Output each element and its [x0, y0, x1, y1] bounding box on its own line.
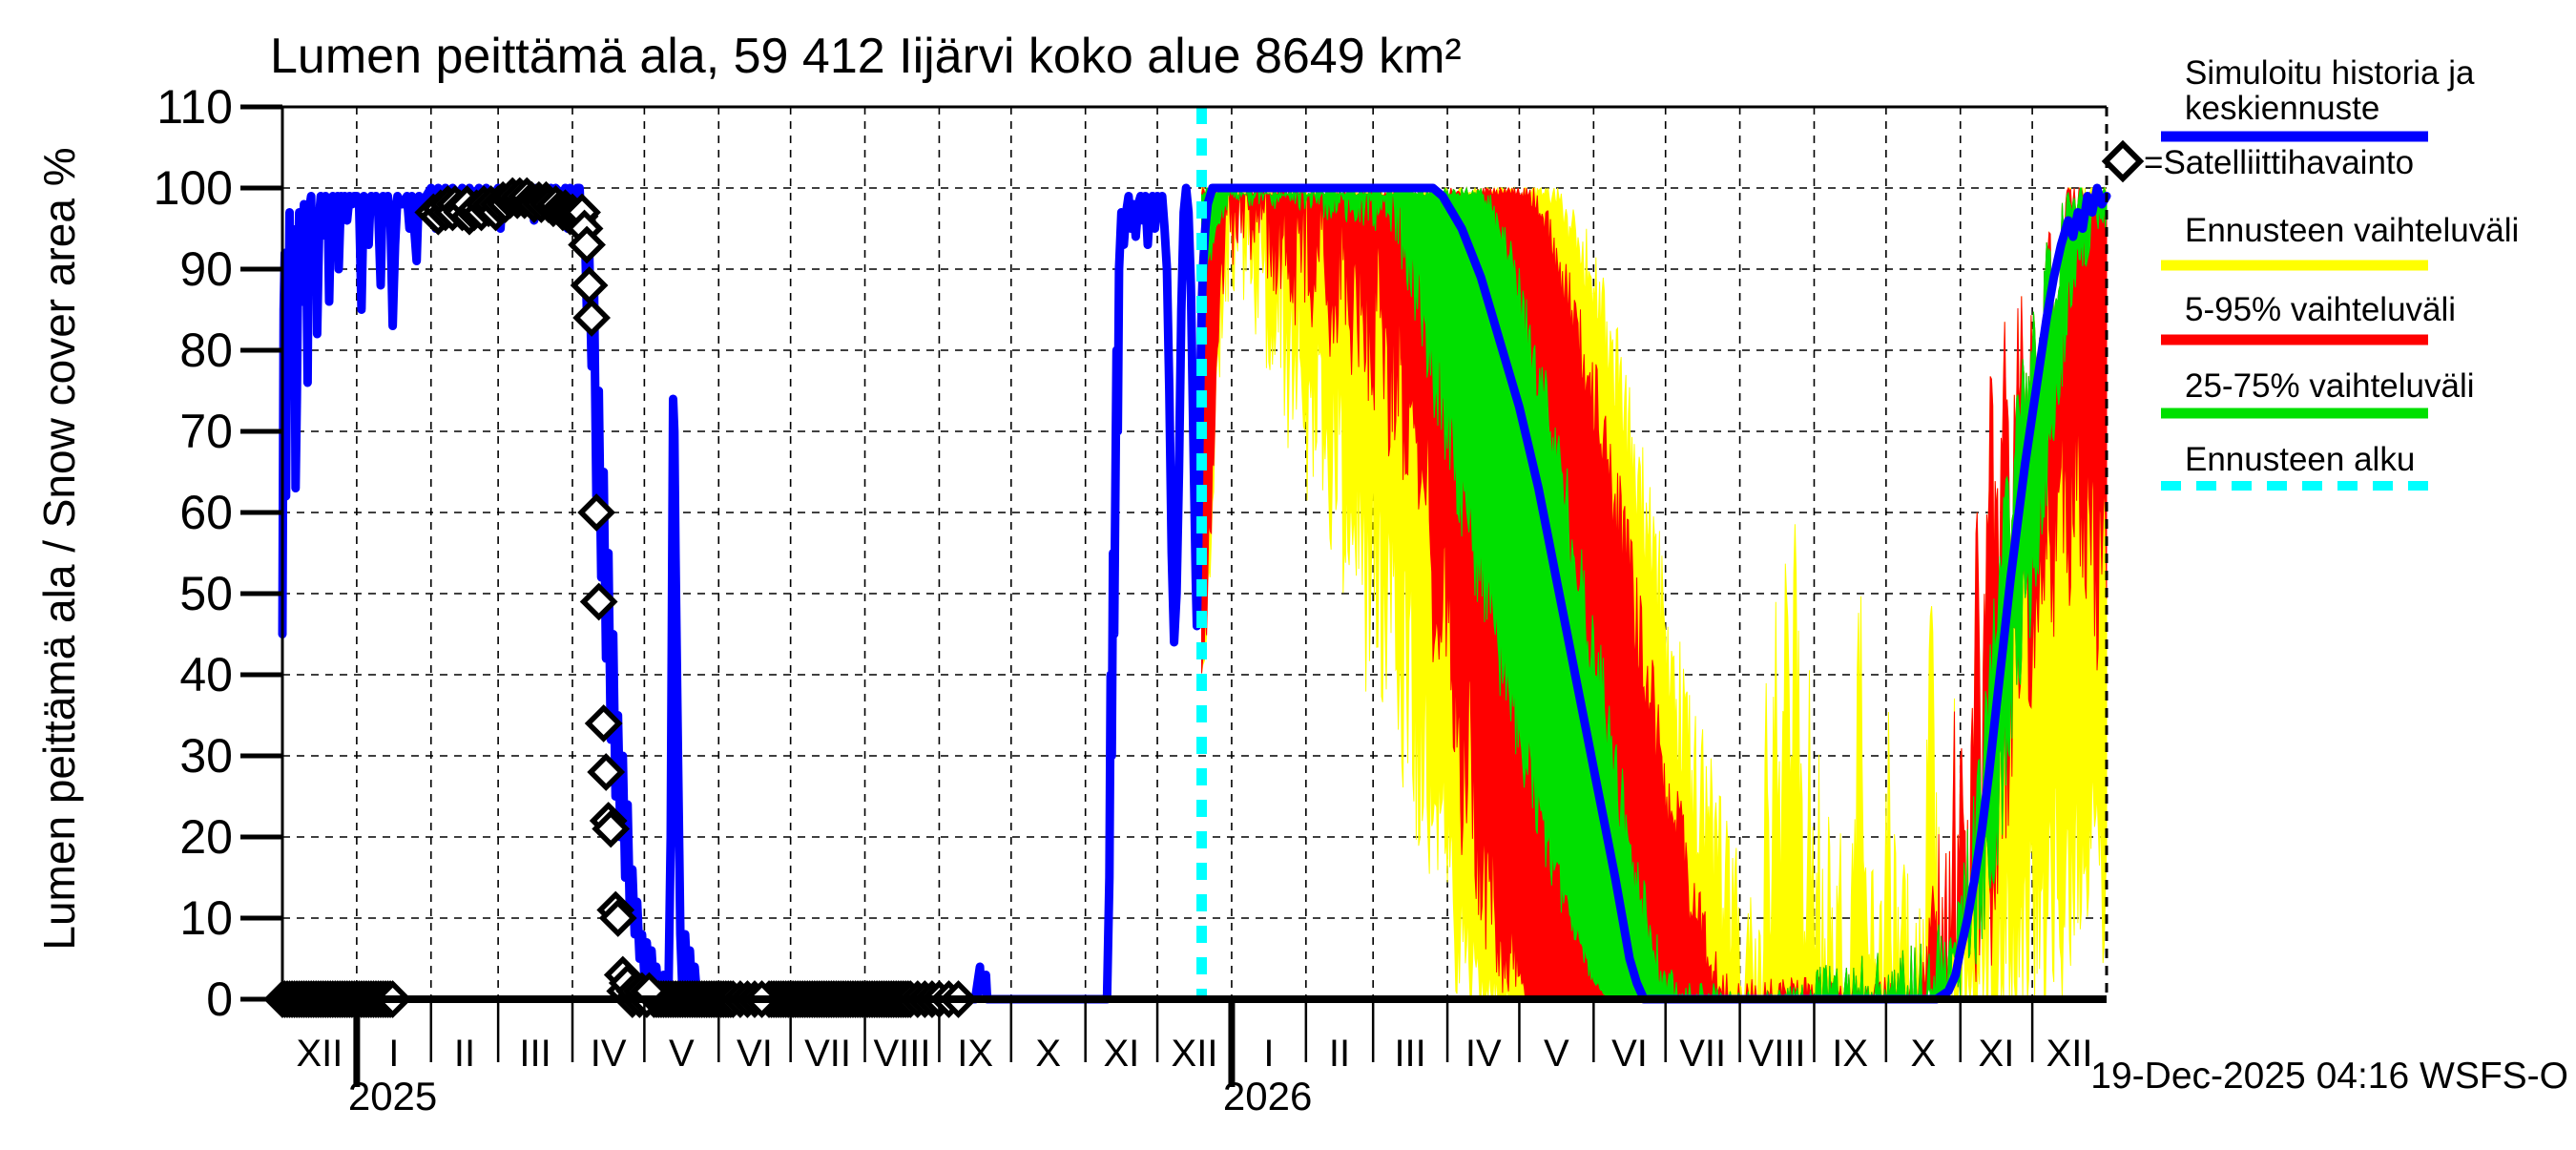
plot-frame [280, 105, 2109, 1003]
legend-label-forecast-start: Ennusteen alku [2185, 441, 2415, 478]
svg-text:XII: XII [296, 1033, 343, 1075]
svg-text:60: 60 [179, 486, 233, 539]
svg-text:VIII: VIII [1749, 1033, 1806, 1075]
svg-text:I: I [1263, 1033, 1274, 1075]
svg-text:VIII: VIII [873, 1033, 930, 1075]
svg-text:100: 100 [154, 161, 233, 215]
legend-label-25-75: 25-75% vaihteluväli [2185, 367, 2475, 405]
svg-text:40: 40 [179, 648, 233, 701]
svg-text:XI: XI [1103, 1033, 1139, 1075]
y-axis: 0 10 20 30 40 50 60 70 80 90 100 110 [154, 80, 282, 1026]
svg-text:IV: IV [591, 1033, 627, 1075]
svg-text:VI: VI [1611, 1033, 1648, 1075]
svg-text:70: 70 [179, 405, 233, 458]
svg-text:2026: 2026 [1223, 1074, 1312, 1119]
svg-text:VI: VI [737, 1033, 773, 1075]
simulated-history-and-mean-forecast-line [278, 183, 2111, 1004]
svg-text:II: II [454, 1033, 475, 1075]
svg-text:VII: VII [804, 1033, 851, 1075]
svg-text:110: 110 [156, 80, 233, 134]
range-25-75-band-green [1201, 186, 2108, 1001]
y-axis-label: Lumen peittämä ala / Snow cover area % [34, 147, 84, 950]
chart-title: Lumen peittämä ala, 59 412 Iijärvi koko … [270, 29, 1462, 84]
legend-satellite-diamond-icon [2101, 139, 2145, 183]
legend-label-satellite: =Satelliittihavainto [2144, 144, 2414, 181]
legend-label-5-95: 5-95% vaihteluväli [2185, 291, 2456, 328]
svg-text:20: 20 [179, 810, 233, 864]
svg-text:III: III [519, 1033, 551, 1075]
svg-text:90: 90 [179, 242, 233, 296]
svg-text:IX: IX [1832, 1033, 1868, 1075]
satellite-observation-markers [263, 177, 978, 1018]
svg-text:80: 80 [179, 324, 233, 377]
svg-text:XI: XI [1979, 1033, 2015, 1075]
legend-label-history-line2: keskiennuste [2185, 90, 2379, 127]
svg-text:IV: IV [1465, 1033, 1502, 1075]
svg-text:30: 30 [179, 729, 233, 783]
svg-text:X: X [1035, 1033, 1061, 1075]
range-5-95-band-red [1201, 186, 2108, 1001]
legend-label-history-line1: Simuloitu historia ja [2185, 54, 2475, 92]
svg-text:XII: XII [1172, 1033, 1218, 1075]
svg-text:V: V [1544, 1033, 1569, 1075]
svg-text:2025: 2025 [348, 1074, 437, 1119]
svg-text:0: 0 [206, 972, 233, 1026]
svg-text:IX: IX [957, 1033, 993, 1075]
svg-text:50: 50 [179, 567, 233, 620]
svg-text:V: V [669, 1033, 695, 1075]
svg-text:III: III [1394, 1033, 1425, 1075]
svg-text:X: X [1910, 1033, 1936, 1075]
svg-text:II: II [1329, 1033, 1350, 1075]
svg-text:I: I [388, 1033, 399, 1075]
svg-text:VII: VII [1679, 1033, 1726, 1075]
legend-label-forecast-range: Ennusteen vaihteluväli [2185, 212, 2519, 249]
svg-text:10: 10 [179, 891, 233, 945]
svg-text:XII: XII [2046, 1033, 2093, 1075]
legend: Simuloitu historia ja keskiennuste =Sate… [2101, 54, 2519, 491]
timestamp: 19-Dec-2025 04:16 WSFS-O [2090, 1056, 2568, 1097]
